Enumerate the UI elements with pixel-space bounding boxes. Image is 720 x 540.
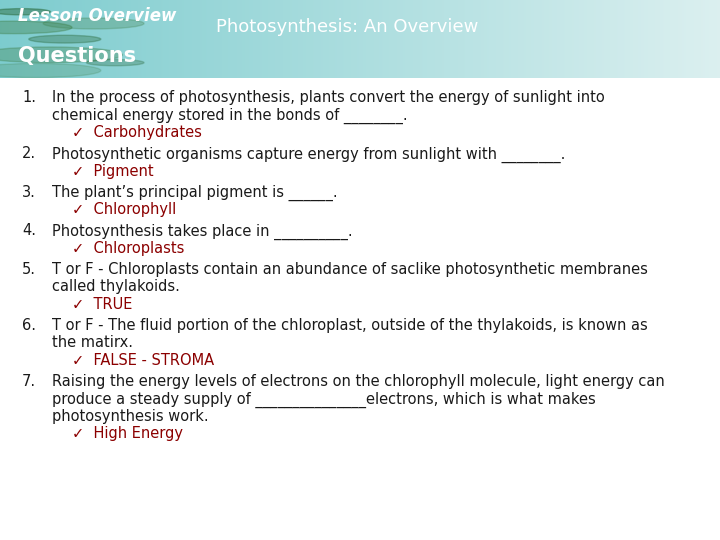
Circle shape bbox=[43, 18, 144, 29]
Text: T or F - The fluid portion of the chloroplast, outside of the thylakoids, is kno: T or F - The fluid portion of the chloro… bbox=[52, 318, 648, 333]
Text: In the process of photosynthesis, plants convert the energy of sunlight into: In the process of photosynthesis, plants… bbox=[52, 90, 605, 105]
Circle shape bbox=[0, 47, 122, 63]
Text: 4.: 4. bbox=[22, 224, 36, 238]
Circle shape bbox=[0, 63, 101, 78]
Circle shape bbox=[86, 59, 144, 66]
Text: ✓  TRUE: ✓ TRUE bbox=[72, 297, 132, 312]
Text: ✓  Chloroplasts: ✓ Chloroplasts bbox=[72, 241, 184, 256]
Text: the matirx.: the matirx. bbox=[52, 335, 133, 350]
Text: 1.: 1. bbox=[22, 90, 36, 105]
Circle shape bbox=[0, 9, 50, 15]
Text: ✓  Chlorophyll: ✓ Chlorophyll bbox=[72, 202, 176, 217]
Text: Raising the energy levels of electrons on the chlorophyll molecule, light energy: Raising the energy levels of electrons o… bbox=[52, 374, 665, 389]
Text: ✓  Pigment: ✓ Pigment bbox=[72, 164, 153, 179]
Text: The plant’s principal pigment is ______.: The plant’s principal pigment is ______. bbox=[52, 185, 338, 201]
Circle shape bbox=[0, 21, 72, 33]
Text: chemical energy stored in the bonds of ________.: chemical energy stored in the bonds of _… bbox=[52, 108, 408, 124]
Text: 2.: 2. bbox=[22, 146, 36, 161]
Text: photosynthesis work.: photosynthesis work. bbox=[52, 409, 209, 424]
Text: called thylakoids.: called thylakoids. bbox=[52, 279, 180, 294]
Text: Photosynthetic organisms capture energy from sunlight with ________.: Photosynthetic organisms capture energy … bbox=[52, 146, 565, 163]
Text: ✓  FALSE - STROMA: ✓ FALSE - STROMA bbox=[72, 353, 214, 368]
Text: 6.: 6. bbox=[22, 318, 36, 333]
Text: Photosynthesis: An Overview: Photosynthesis: An Overview bbox=[216, 18, 478, 36]
Text: T or F - Chloroplasts contain an abundance of saclike photosynthetic membranes: T or F - Chloroplasts contain an abundan… bbox=[52, 262, 648, 277]
Text: 7.: 7. bbox=[22, 374, 36, 389]
Text: ✓  Carbohydrates: ✓ Carbohydrates bbox=[72, 125, 202, 140]
Text: produce a steady supply of _______________electrons, which is what makes: produce a steady supply of _____________… bbox=[52, 392, 595, 408]
Text: 5.: 5. bbox=[22, 262, 36, 277]
Text: Questions: Questions bbox=[18, 46, 136, 66]
Text: ✓  High Energy: ✓ High Energy bbox=[72, 426, 183, 441]
Text: Lesson Overview: Lesson Overview bbox=[18, 6, 176, 25]
Text: Photosynthesis takes place in __________.: Photosynthesis takes place in __________… bbox=[52, 224, 353, 240]
Circle shape bbox=[29, 35, 101, 43]
Text: 3.: 3. bbox=[22, 185, 36, 200]
